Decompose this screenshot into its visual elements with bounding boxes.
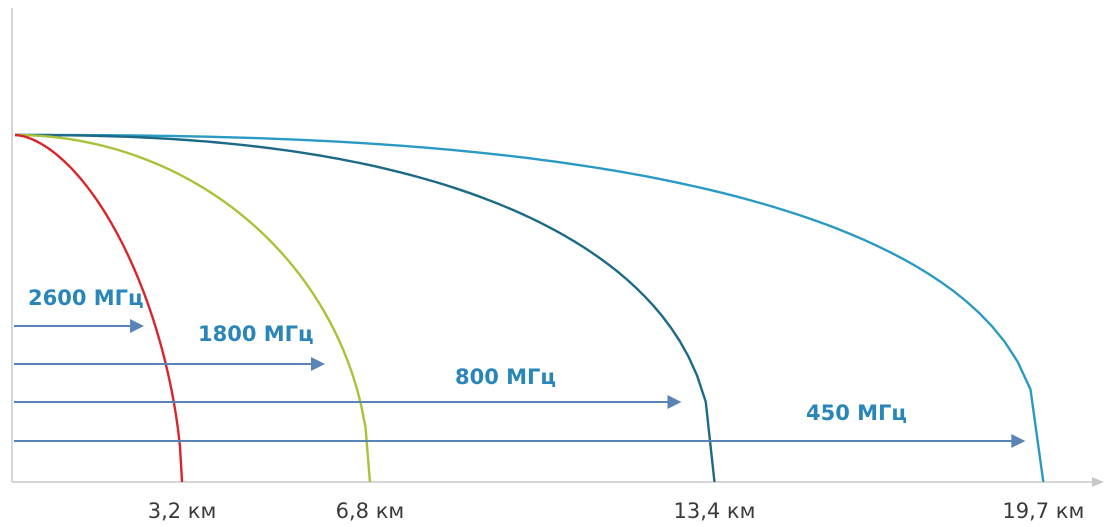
- x-tick-label-800: 13,4 км: [673, 499, 755, 523]
- x-tick-label-450: 19,7 км: [1002, 499, 1084, 523]
- x-axis-arrowhead: [1092, 477, 1104, 487]
- x-tick-label-2600: 3,2 км: [148, 499, 217, 523]
- frequency-label-800: 800 МГц: [455, 365, 556, 389]
- frequency-label-2600: 2600 МГц: [28, 286, 144, 310]
- frequency-label-1800: 1800 МГц: [198, 322, 314, 346]
- coverage-curve-2600: [14, 133, 184, 483]
- range-arrowhead-2600: [130, 319, 145, 333]
- x-tick-label-1800: 6,8 км: [336, 499, 405, 523]
- range-arrowhead-1800: [310, 357, 325, 371]
- range-arrowhead-800: [667, 395, 682, 409]
- coverage-curve-450: [15, 133, 1045, 483]
- coverage-curve-1800: [14, 133, 372, 483]
- coverage-curve-800: [15, 133, 716, 483]
- frequency-label-450: 450 МГц: [806, 401, 907, 425]
- range-arrowhead-450: [1011, 434, 1026, 448]
